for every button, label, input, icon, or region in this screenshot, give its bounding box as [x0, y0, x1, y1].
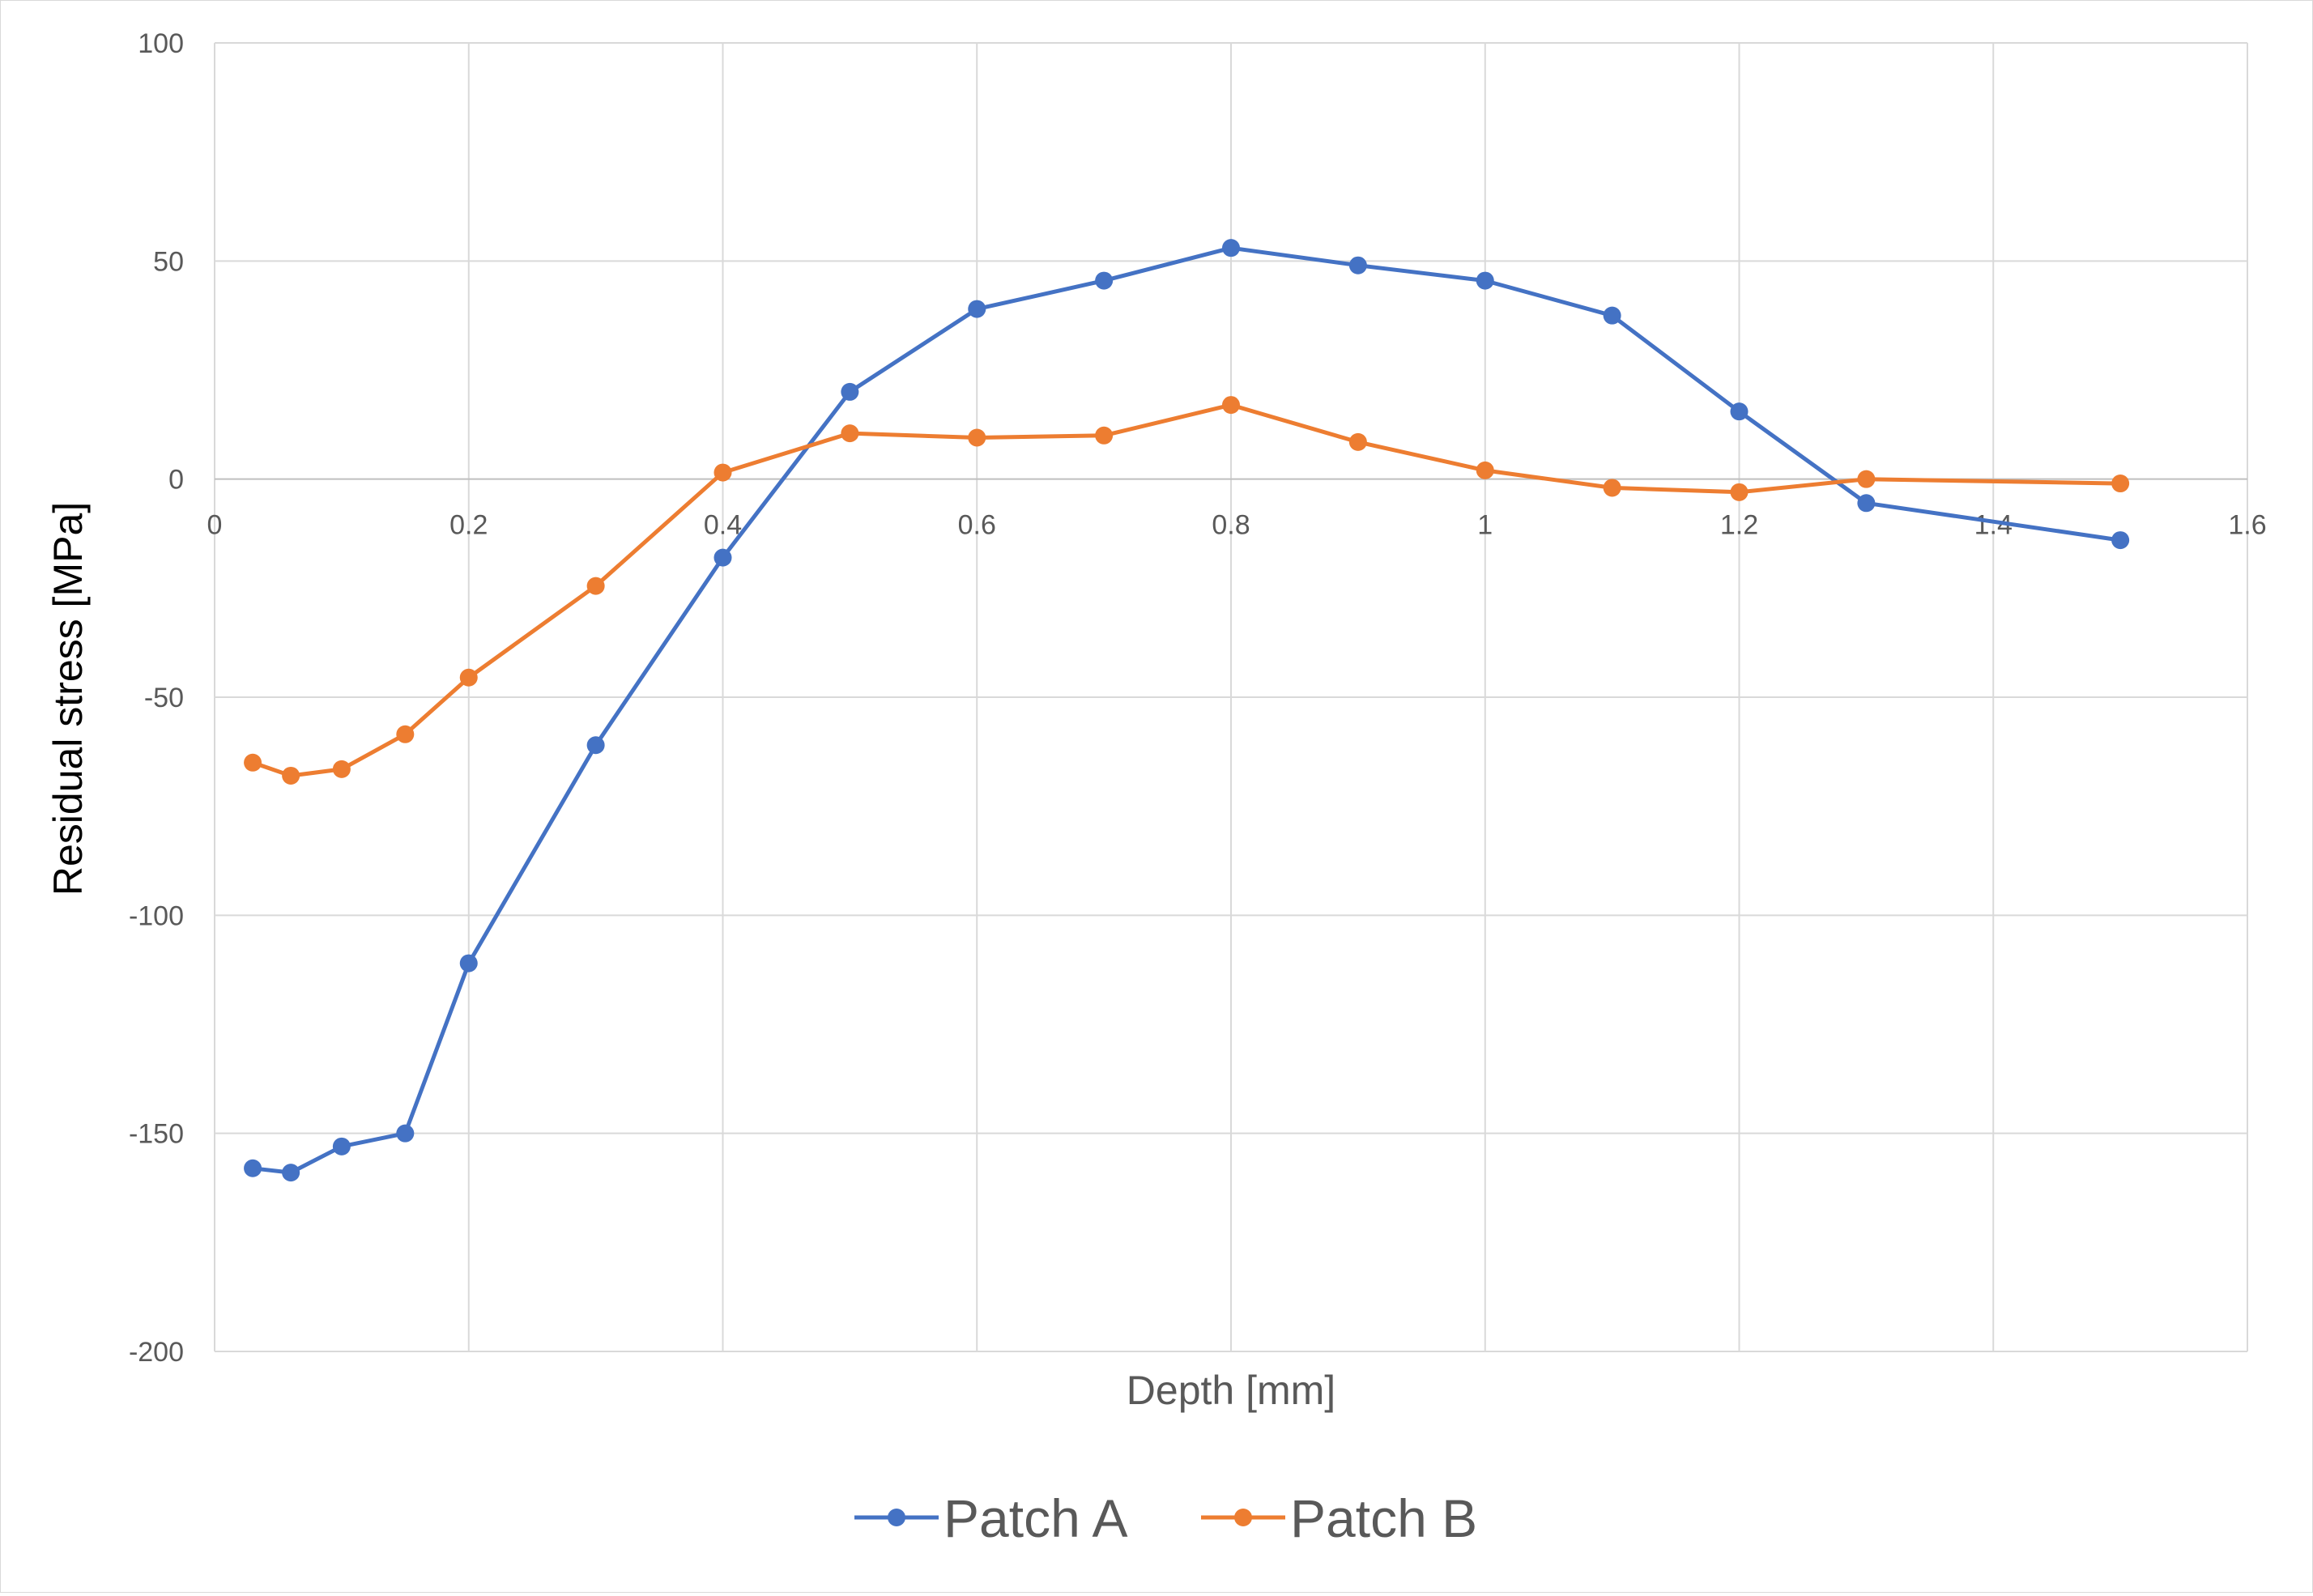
data-point — [1730, 402, 1749, 421]
data-point — [1476, 461, 1494, 479]
data-point — [1222, 239, 1240, 257]
x-tick-label: 0 — [207, 510, 223, 541]
data-point — [396, 725, 415, 743]
x-tick-label: 1 — [1477, 510, 1493, 541]
data-point — [1348, 432, 1367, 451]
legend-marker-patch-b — [1234, 1509, 1252, 1526]
data-point — [282, 766, 300, 785]
legend-label-patch-b: Patch B — [1290, 1488, 1477, 1548]
x-tick-label: 1.2 — [1720, 510, 1758, 541]
legend: Patch A Patch B — [854, 1488, 1477, 1548]
y-tick-label: -100 — [129, 900, 184, 931]
data-point — [586, 577, 605, 595]
data-point — [1095, 426, 1114, 445]
gridlines — [215, 42, 2248, 1352]
data-point — [2111, 531, 2130, 550]
y-tick-label: 100 — [138, 28, 184, 59]
data-point — [1476, 271, 1494, 290]
data-point — [841, 424, 859, 443]
series-patch-a — [244, 239, 2130, 1182]
data-point — [968, 428, 986, 447]
data-point — [1857, 494, 1876, 513]
data-point — [1603, 479, 1621, 497]
data-point — [713, 548, 732, 567]
data-point — [1603, 306, 1621, 325]
data-point — [2111, 475, 2130, 493]
series-lines — [244, 239, 2130, 1182]
data-point — [332, 760, 351, 778]
series-line-patch-b — [250, 402, 2123, 778]
x-tick-label: 1.6 — [2228, 510, 2266, 541]
x-tick-label: 0.4 — [704, 510, 742, 541]
data-point — [968, 300, 986, 318]
x-tick-label: 0.8 — [1212, 510, 1250, 541]
y-tick-label: -50 — [144, 683, 184, 713]
x-axis-title: Depth [mm] — [1127, 1368, 1335, 1413]
series-line-patch-a — [250, 245, 2123, 1175]
data-point — [244, 753, 262, 772]
legend-marker-patch-a — [888, 1509, 905, 1526]
y-tick-label: 50 — [153, 246, 184, 277]
data-point — [586, 736, 605, 755]
data-point — [1857, 470, 1876, 488]
y-axis-title: Residual stress [MPa] — [45, 502, 91, 896]
x-tick-labels: 0 0.2 0.4 0.6 0.8 1 1.2 1.4 1.6 — [207, 510, 2267, 541]
data-point — [1348, 256, 1367, 275]
y-tick-label: -200 — [129, 1337, 184, 1368]
x-tick-label: 0.2 — [449, 510, 488, 541]
data-point — [841, 382, 859, 401]
legend-item-patch-a: Patch A — [854, 1488, 1128, 1548]
data-point — [1222, 396, 1240, 415]
data-point — [459, 668, 478, 687]
legend-label-patch-a: Patch A — [944, 1488, 1128, 1548]
data-point — [713, 463, 732, 482]
data-point — [459, 954, 478, 972]
data-point — [396, 1124, 415, 1143]
y-tick-label: 0 — [168, 465, 184, 496]
data-point — [1730, 483, 1749, 501]
data-point — [282, 1164, 300, 1182]
y-tick-label: -150 — [129, 1119, 184, 1150]
legend-item-patch-b: Patch B — [1201, 1488, 1477, 1548]
series-patch-b — [244, 396, 2130, 785]
data-point — [244, 1159, 262, 1177]
data-point — [1095, 271, 1114, 290]
x-tick-label: 0.6 — [958, 510, 996, 541]
data-point — [332, 1137, 351, 1156]
y-tick-labels: 100 50 0 -50 -100 -150 -200 — [129, 28, 184, 1368]
